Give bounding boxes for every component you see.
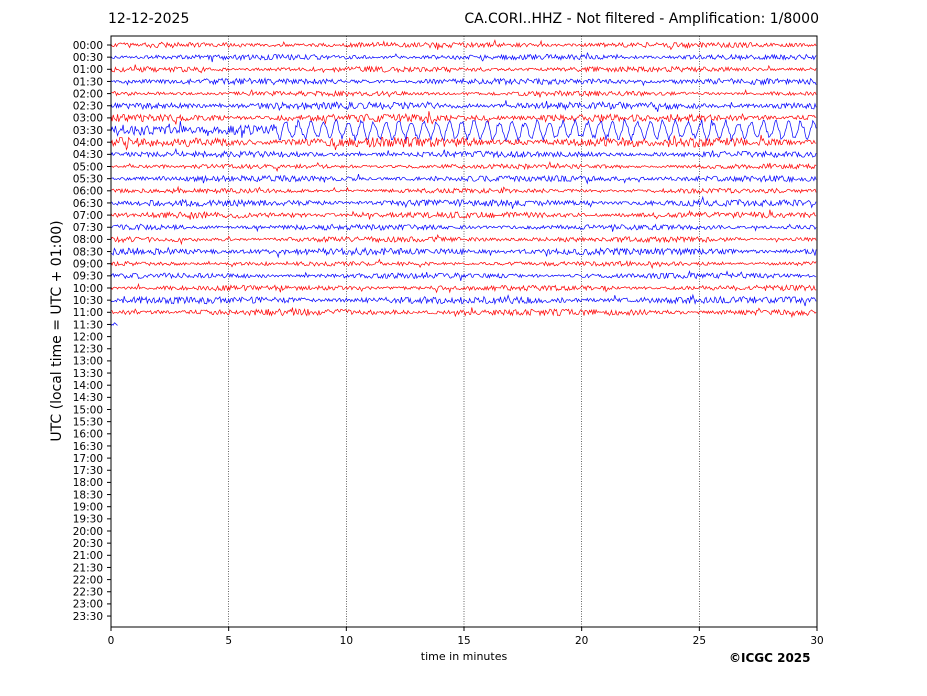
trace-0600 xyxy=(110,185,817,195)
trace-1030 xyxy=(110,293,817,307)
trace-0630 xyxy=(110,195,817,209)
y-tick-label: 00:00 xyxy=(73,40,103,52)
y-tick-label: 11:00 xyxy=(73,307,103,319)
trace-0130 xyxy=(110,77,817,87)
y-tick-label: 08:30 xyxy=(73,246,103,258)
y-tick-label: 17:00 xyxy=(73,453,103,465)
y-tick-label: 01:00 xyxy=(73,64,103,76)
x-tick-label: 0 xyxy=(108,635,115,647)
trace-0930 xyxy=(110,270,817,281)
trace-0330 xyxy=(110,118,817,143)
y-tick-label: 05:30 xyxy=(73,173,103,185)
y-tick-label: 02:30 xyxy=(73,101,103,113)
x-ticks: 0 5 10 15 20 25 30 xyxy=(108,627,824,647)
y-tick-label: 04:00 xyxy=(73,137,103,149)
y-tick-label: 06:30 xyxy=(73,198,103,210)
x-tick-label: 5 xyxy=(225,635,232,647)
y-tick-label: 23:00 xyxy=(73,599,103,611)
trace-0400 xyxy=(110,134,817,151)
trace-0230 xyxy=(110,100,817,112)
y-tick-label: 23:30 xyxy=(73,611,103,623)
trace-0730 xyxy=(110,223,817,233)
chart-title: CA.CORI..HHZ - Not filtered - Amplificat… xyxy=(464,11,819,27)
x-tick-label: 25 xyxy=(693,635,706,647)
x-tick-label: 20 xyxy=(575,635,588,647)
y-tick-label: 03:00 xyxy=(73,113,103,125)
trace-0100 xyxy=(110,64,817,74)
x-axis-label: time in minutes xyxy=(420,650,508,663)
y-tick-label: 12:00 xyxy=(73,331,103,343)
y-tick-label: 11:30 xyxy=(73,319,103,331)
trace-1000 xyxy=(110,282,817,294)
y-tick-label: 06:00 xyxy=(73,186,103,198)
date-label: 12-12-2025 xyxy=(108,11,190,27)
x-tick-label: 10 xyxy=(340,635,353,647)
y-tick-label: 18:00 xyxy=(73,477,103,489)
y-tick-label: 15:30 xyxy=(73,416,103,428)
trace-0000 xyxy=(110,39,817,51)
x-tick-label: 30 xyxy=(810,635,823,647)
y-tick-label: 07:30 xyxy=(73,222,103,234)
trace-0300 xyxy=(110,111,817,125)
y-tick-label: 14:00 xyxy=(73,380,103,392)
y-tick-label: 10:30 xyxy=(73,295,103,307)
y-tick-label: 02:00 xyxy=(73,88,103,100)
y-tick-label: 01:30 xyxy=(73,76,103,88)
y-tick-label: 09:00 xyxy=(73,259,103,271)
trace-0030 xyxy=(110,52,817,63)
y-tick-label: 18:30 xyxy=(73,489,103,501)
trace-0430 xyxy=(110,147,817,159)
y-tick-label: 10:00 xyxy=(73,283,103,295)
trace-1100 xyxy=(110,307,817,319)
y-tick-label: 16:30 xyxy=(73,441,103,453)
y-tick-label: 22:30 xyxy=(73,587,103,599)
y-tick-label: 13:30 xyxy=(73,368,103,380)
y-tick-label: 15:00 xyxy=(73,404,103,416)
y-tick-label: 09:30 xyxy=(73,271,103,283)
y-tick-label: 19:30 xyxy=(73,514,103,526)
y-tick-label: 19:00 xyxy=(73,502,103,514)
trace-0800 xyxy=(110,233,817,246)
y-tick-label: 00:30 xyxy=(73,52,103,64)
y-tick-label: 21:00 xyxy=(73,550,103,562)
y-tick-label: 12:30 xyxy=(73,344,103,356)
y-tick-label: 03:30 xyxy=(73,125,103,137)
y-tick-label: 17:30 xyxy=(73,465,103,477)
y-tick-label: 21:30 xyxy=(73,562,103,574)
y-tick-label: 20:30 xyxy=(73,538,103,550)
trace-layer xyxy=(110,39,817,327)
trace-1130 xyxy=(110,322,118,327)
y-ticks: 00:0000:3001:0001:3002:0002:3003:0003:30… xyxy=(73,40,111,623)
trace-0500 xyxy=(110,160,817,172)
trace-0830 xyxy=(110,246,817,259)
copyright-label: ©ICGC 2025 xyxy=(729,651,811,665)
y-tick-label: 07:00 xyxy=(73,210,103,222)
x-tick-label: 15 xyxy=(457,635,470,647)
y-tick-label: 16:00 xyxy=(73,429,103,441)
y-tick-label: 22:00 xyxy=(73,574,103,586)
trace-0700 xyxy=(110,209,817,220)
trace-0200 xyxy=(111,89,817,98)
y-tick-label: 13:00 xyxy=(73,356,103,368)
trace-0900 xyxy=(110,258,817,270)
y-tick-label: 14:30 xyxy=(73,392,103,404)
y-tick-label: 04:30 xyxy=(73,149,103,161)
y-tick-label: 08:00 xyxy=(73,234,103,246)
y-tick-label: 20:00 xyxy=(73,526,103,538)
y-tick-label: 05:00 xyxy=(73,161,103,173)
trace-0530 xyxy=(110,174,817,185)
